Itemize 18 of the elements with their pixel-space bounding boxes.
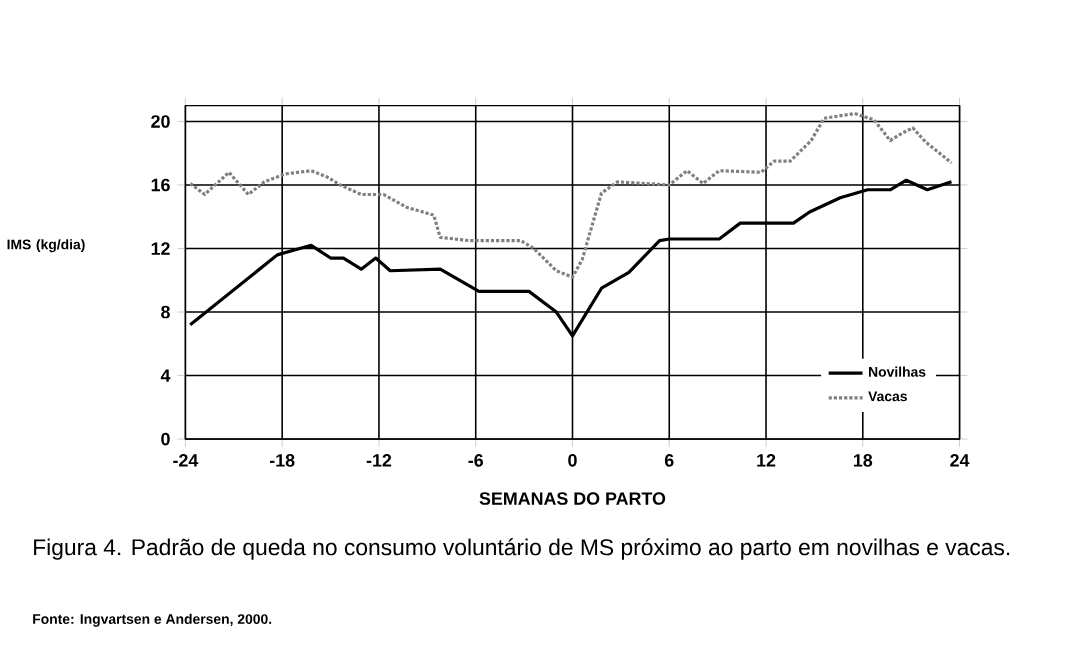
y-tick-label: 0 <box>161 433 170 446</box>
y-tick-label: 4 <box>160 369 171 383</box>
x-tick-label: 24 <box>950 454 970 467</box>
y-tick-label: 16 <box>151 179 170 192</box>
x-tick-label: 6 <box>664 454 674 468</box>
y-tick-label: 8 <box>161 306 170 319</box>
x-tick-label: -6 <box>468 454 483 468</box>
x-tick-label: -18 <box>269 454 295 468</box>
x-tick-label: -12 <box>366 454 392 467</box>
text: Figura 4. Padrão de queda no consumo voluntário de MS próximo ao parto em novilhas e vacas. <box>34 538 1010 561</box>
y-tick-label: 20 <box>151 115 170 129</box>
x-tick-label: 12 <box>757 454 776 467</box>
x-axis-title: SEMANAS DO PARTO <box>479 492 666 506</box>
line-series <box>188 112 954 280</box>
x-tick-label: 0 <box>568 454 577 468</box>
y-tick-label: 12 <box>151 242 170 256</box>
x-tick-label: 18 <box>853 454 873 468</box>
x-tick-label: -24 <box>173 454 199 467</box>
